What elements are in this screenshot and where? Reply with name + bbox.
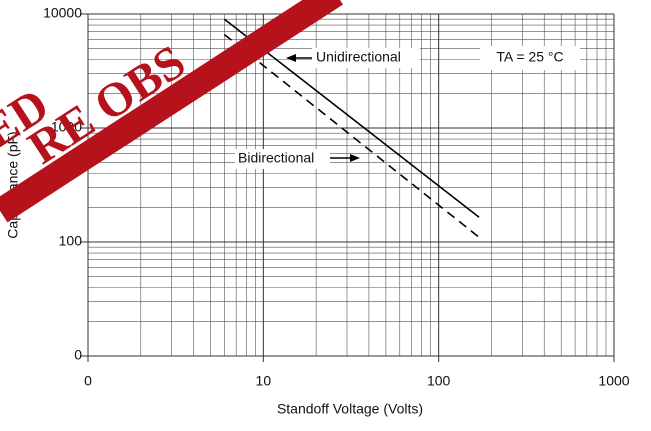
x-tick-label: 0 (84, 373, 92, 389)
chart: Standoff Voltage (Volts) Capacitance (pF… (0, 0, 651, 426)
y-tick-label: 10000 (43, 5, 82, 21)
x-axis-label: Standoff Voltage (Volts) (277, 401, 423, 417)
y-tick-label: 100 (59, 233, 83, 249)
x-tick-label: 10 (256, 373, 272, 389)
y-tick-label: 0 (74, 347, 82, 363)
annotation: TA = 25 °C (496, 49, 563, 65)
x-tick-label: 1000 (598, 373, 629, 389)
x-tick-label: 100 (427, 373, 451, 389)
series-label: Bidirectional (238, 150, 314, 166)
arrow-head (350, 154, 360, 162)
arrow-head (286, 54, 296, 62)
series-label: Unidirectional (316, 49, 401, 65)
